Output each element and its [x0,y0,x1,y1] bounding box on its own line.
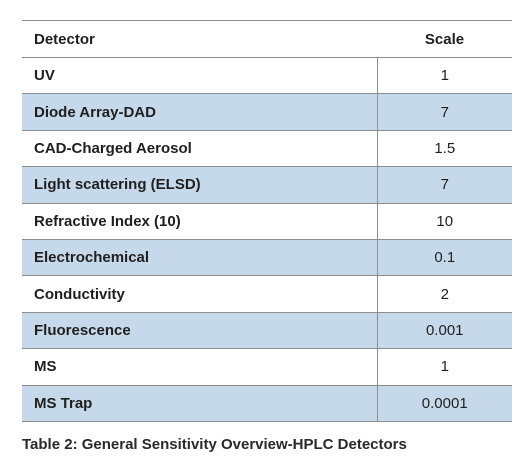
scale-cell: 2 [440,285,449,303]
detector-cell: UV [22,57,378,94]
table-row: UV 1 [22,57,512,94]
detector-cell: Diode Array-DAD [22,93,378,131]
scale-cell: 1 [440,67,449,85]
scale-cell: 0.1 [434,249,456,267]
table-header: Detector Scale [22,20,512,58]
detector-cell: Conductivity [22,275,378,313]
table-row: Diode Array-DAD 7 [22,93,512,131]
detector-cell: MS [22,348,378,386]
scale-column-header: Scale [424,30,465,48]
scale-cell: 1 [440,358,449,376]
scale-cell: 1.5 [434,139,456,157]
table-row: CAD-Charged Aerosol 1.5 [22,130,512,167]
sensitivity-table: Detector Scale UV 1 Diode Array-DAD 7 CA… [22,20,512,422]
detector-cell: CAD-Charged Aerosol [22,130,378,167]
scale-cell: 7 [440,103,449,121]
table-caption: Table 2: General Sensitivity Overview-HP… [22,436,407,453]
detector-cell: Fluorescence [22,312,378,349]
scale-cell: 10 [436,212,454,230]
table-row: MS Trap 0.0001 [22,385,512,422]
table-row: Light scattering (ELSD) 7 [22,166,512,204]
scale-cell: 0.001 [425,321,464,339]
table-row: Electrochemical 0.1 [22,239,512,276]
table-row: Conductivity 2 [22,275,512,313]
table-row: MS 1 [22,348,512,386]
detector-cell: Refractive Index (10) [22,203,378,240]
table-row: Refractive Index (10) 10 [22,203,512,240]
table-header-row: Detector Scale [22,20,512,58]
sensitivity-table-container: Detector Scale UV 1 Diode Array-DAD 7 CA… [22,20,512,422]
detector-cell: Electrochemical [22,239,378,276]
scale-cell: 0.0001 [421,394,468,412]
table-body: UV 1 Diode Array-DAD 7 CAD-Charged Aeros… [22,57,512,422]
detector-column-header: Detector [34,30,95,48]
scale-cell: 7 [440,176,449,194]
detector-cell: MS Trap [22,385,378,422]
table-row: Fluorescence 0.001 [22,312,512,349]
detector-cell: Light scattering (ELSD) [22,166,378,204]
